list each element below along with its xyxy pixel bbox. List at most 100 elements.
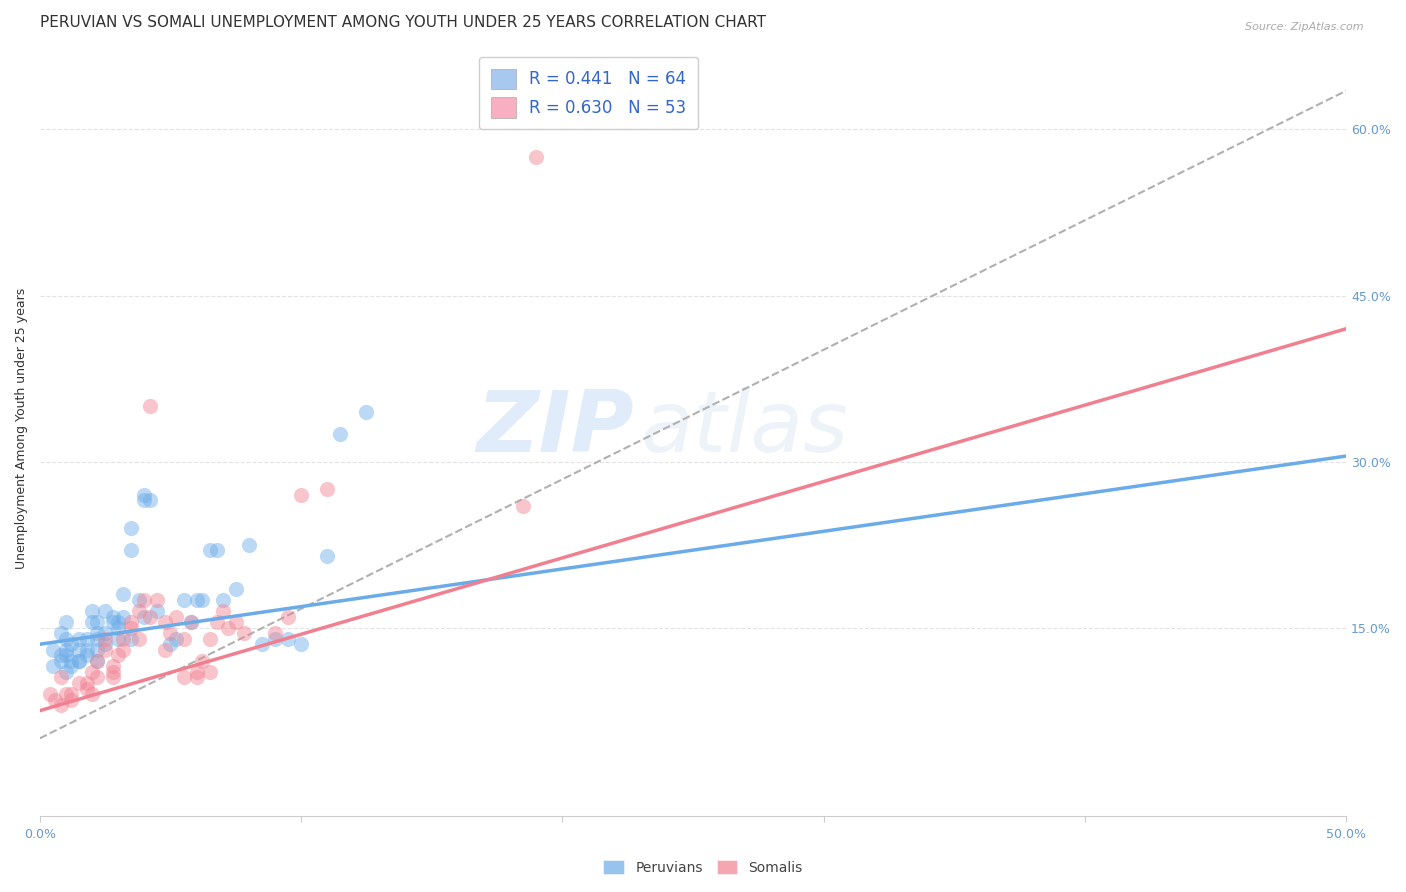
Point: [120, 621, 142, 635]
Point: [44, 692, 66, 706]
Point: [173, 632, 195, 646]
Point: [60, 687, 83, 701]
Point: [186, 593, 208, 607]
Point: [101, 665, 124, 679]
Point: [101, 670, 124, 684]
Point: [264, 632, 287, 646]
Point: [120, 521, 142, 535]
Text: PERUVIAN VS SOMALI UNEMPLOYMENT AMONG YOUTH UNDER 25 YEARS CORRELATION CHART: PERUVIAN VS SOMALI UNEMPLOYMENT AMONG YO…: [39, 15, 766, 30]
Point: [42, 642, 65, 657]
Point: [155, 615, 177, 629]
Point: [55, 642, 77, 657]
Point: [165, 609, 187, 624]
Point: [60, 659, 83, 673]
Point: [112, 587, 135, 601]
Point: [159, 637, 181, 651]
Point: [94, 642, 117, 657]
Point: [173, 670, 195, 684]
Point: [316, 549, 339, 563]
Point: [101, 615, 124, 629]
Point: [39, 687, 62, 701]
Point: [329, 426, 352, 441]
Point: [524, 150, 547, 164]
Point: [55, 665, 77, 679]
Point: [76, 642, 98, 657]
Point: [191, 654, 214, 668]
Point: [180, 615, 202, 629]
Point: [316, 482, 339, 496]
Point: [86, 654, 108, 668]
Point: [80, 687, 103, 701]
Point: [120, 615, 142, 629]
Point: [107, 632, 129, 646]
Point: [264, 626, 287, 640]
Point: [112, 642, 135, 657]
Legend: Peruvians, Somalis: Peruvians, Somalis: [598, 855, 808, 880]
Point: [107, 615, 129, 629]
Text: Source: ZipAtlas.com: Source: ZipAtlas.com: [1246, 22, 1364, 32]
Point: [80, 615, 103, 629]
Point: [238, 538, 260, 552]
Point: [49, 648, 72, 663]
Point: [60, 692, 83, 706]
Point: [146, 593, 169, 607]
Point: [138, 493, 160, 508]
Point: [225, 615, 247, 629]
Point: [155, 642, 177, 657]
Point: [165, 632, 187, 646]
Point: [86, 642, 108, 657]
Point: [128, 604, 150, 618]
Point: [86, 632, 108, 646]
Point: [138, 609, 160, 624]
Point: [198, 632, 221, 646]
Point: [134, 493, 156, 508]
Point: [277, 632, 299, 646]
Point: [80, 665, 103, 679]
Point: [146, 604, 169, 618]
Point: [198, 665, 221, 679]
Point: [211, 593, 233, 607]
Point: [217, 621, 239, 635]
Point: [49, 670, 72, 684]
Point: [198, 543, 221, 558]
Point: [60, 654, 83, 668]
Point: [101, 609, 124, 624]
Text: ZIP: ZIP: [477, 387, 634, 470]
Point: [101, 659, 124, 673]
Point: [107, 621, 129, 635]
Point: [94, 637, 117, 651]
Point: [290, 488, 312, 502]
Point: [49, 654, 72, 668]
Point: [207, 543, 229, 558]
Point: [128, 632, 150, 646]
Legend: R = 0.441   N = 64, R = 0.630   N = 53: R = 0.441 N = 64, R = 0.630 N = 53: [479, 57, 697, 129]
Point: [76, 648, 98, 663]
Point: [76, 676, 98, 690]
Point: [134, 593, 156, 607]
Point: [225, 582, 247, 596]
Point: [277, 609, 299, 624]
Point: [94, 604, 117, 618]
Point: [128, 593, 150, 607]
Point: [86, 654, 108, 668]
Point: [112, 609, 135, 624]
Point: [207, 615, 229, 629]
Point: [180, 615, 202, 629]
Point: [232, 626, 254, 640]
Point: [134, 609, 156, 624]
Point: [290, 637, 312, 651]
Point: [67, 676, 90, 690]
Point: [112, 632, 135, 646]
Y-axis label: Unemployment Among Youth under 25 years: Unemployment Among Youth under 25 years: [15, 288, 28, 569]
Point: [42, 659, 65, 673]
Point: [120, 632, 142, 646]
Point: [55, 687, 77, 701]
Point: [80, 604, 103, 618]
Point: [55, 632, 77, 646]
Point: [191, 593, 214, 607]
Point: [86, 615, 108, 629]
Point: [250, 637, 273, 651]
Point: [186, 670, 208, 684]
Point: [67, 654, 90, 668]
Point: [49, 626, 72, 640]
